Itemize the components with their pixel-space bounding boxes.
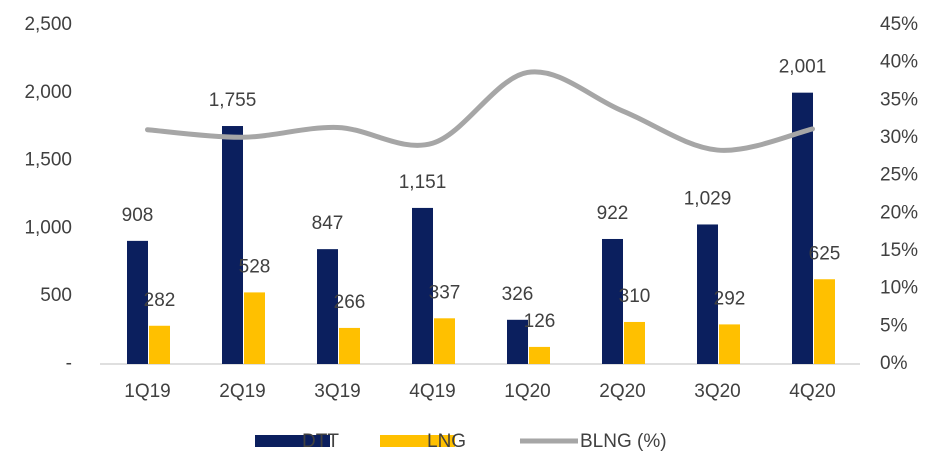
data-label: 908 — [122, 205, 154, 226]
bar — [814, 279, 835, 364]
bar — [412, 207, 433, 364]
x-tick-label: 1Q20 — [504, 381, 550, 402]
y-tick-label: 2,500 — [24, 14, 72, 35]
data-label: 282 — [144, 290, 176, 311]
legend-swatch — [255, 435, 330, 447]
data-label: 126 — [524, 311, 556, 332]
legend-label: LNG — [427, 431, 466, 452]
y-tick-label: 500 — [40, 285, 72, 306]
y2-tick-label: 5% — [880, 315, 908, 336]
data-label: 292 — [714, 288, 746, 309]
legend-swatch — [380, 435, 455, 447]
x-tick-label: 3Q19 — [314, 381, 360, 402]
data-label: 922 — [597, 203, 629, 224]
bar — [602, 238, 623, 364]
y-tick-label: 2,000 — [24, 82, 72, 103]
data-label: 310 — [619, 286, 651, 307]
bar — [434, 318, 455, 364]
y2-tick-label: 40% — [880, 52, 918, 73]
x-tick-label: 2Q20 — [599, 381, 645, 402]
y-tick-label: - — [66, 353, 72, 374]
bar — [719, 324, 740, 364]
y2-tick-label: 30% — [880, 127, 918, 148]
x-tick-label: 3Q20 — [694, 381, 740, 402]
legend-label: DTT — [302, 431, 339, 452]
x-tick-label: 1Q19 — [124, 381, 170, 402]
bar — [317, 249, 338, 364]
data-label: 2,001 — [779, 57, 827, 78]
data-label: 326 — [502, 284, 534, 305]
x-tick-label: 4Q19 — [409, 381, 455, 402]
y-tick-label: 1,500 — [24, 150, 72, 171]
y2-tick-label: 20% — [880, 202, 918, 223]
y2-tick-label: 45% — [880, 14, 918, 35]
data-label: 1,029 — [684, 188, 732, 209]
bar — [507, 319, 528, 364]
bar — [127, 240, 148, 364]
data-label: 1,755 — [209, 90, 257, 111]
bar — [244, 292, 265, 364]
data-label: 337 — [429, 282, 461, 303]
y2-tick-label: 15% — [880, 240, 918, 261]
data-label: 1,151 — [399, 172, 447, 193]
data-label: 266 — [334, 292, 366, 313]
bar — [624, 321, 645, 364]
y2-tick-label: 25% — [880, 165, 918, 186]
data-label: 528 — [239, 256, 271, 277]
bar — [697, 224, 718, 364]
bar — [529, 346, 550, 364]
data-label: 625 — [809, 243, 841, 264]
data-label: 847 — [312, 213, 344, 234]
line — [145, 69, 815, 153]
y-tick-label: 1,000 — [24, 217, 72, 238]
x-tick-label: 4Q20 — [789, 381, 835, 402]
y2-tick-label: 0% — [880, 353, 908, 374]
bar — [339, 327, 360, 364]
bar — [792, 92, 813, 364]
x-tick-label: 2Q19 — [219, 381, 265, 402]
bar — [222, 126, 243, 364]
legend-label: BLNG (%) — [580, 431, 667, 452]
bar — [149, 325, 170, 364]
y2-tick-label: 10% — [880, 278, 918, 299]
y2-tick-label: 35% — [880, 89, 918, 110]
